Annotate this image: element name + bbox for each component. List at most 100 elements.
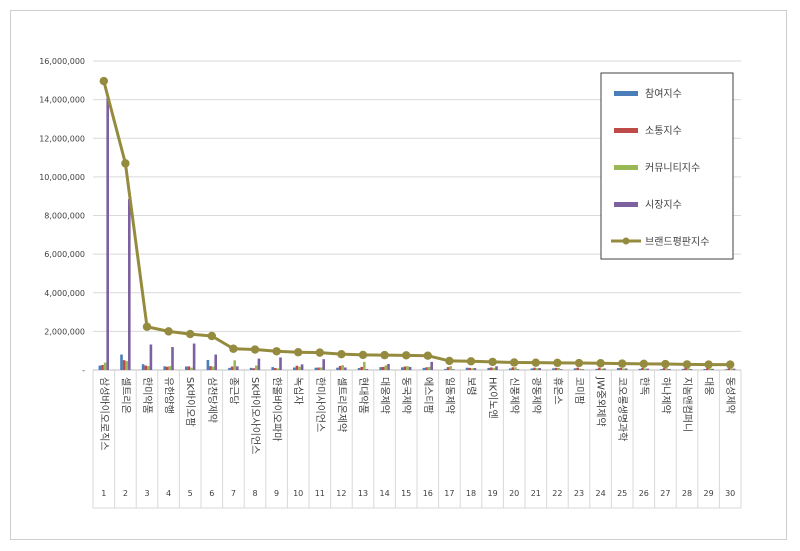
x-index-label: 10 bbox=[293, 489, 303, 498]
x-category-label: 동국제약 bbox=[400, 377, 412, 414]
bar-1 bbox=[249, 367, 253, 370]
x-index-label: 17 bbox=[444, 489, 454, 498]
bar-2 bbox=[727, 368, 731, 370]
bar-3 bbox=[427, 366, 431, 370]
brand-index-point bbox=[121, 159, 130, 168]
x-category-label: 일동제약 bbox=[443, 377, 455, 414]
y-tick-label: 8,000,000 bbox=[44, 212, 85, 221]
brand-index-point bbox=[423, 351, 432, 360]
bar-4 bbox=[646, 368, 649, 370]
x-index-label: 18 bbox=[466, 489, 476, 498]
y-tick-label: 2,000,000 bbox=[44, 327, 85, 336]
bar-1 bbox=[617, 368, 620, 370]
bar-2 bbox=[382, 366, 385, 370]
bar-3 bbox=[103, 362, 107, 370]
legend-swatch bbox=[614, 165, 638, 170]
bar-2 bbox=[425, 367, 428, 370]
legend-label: 시장지수 bbox=[645, 199, 682, 211]
bar-3 bbox=[211, 366, 215, 370]
x-category-label: 녹십자 bbox=[292, 377, 304, 405]
bar-3 bbox=[471, 368, 474, 370]
bar-3 bbox=[319, 367, 323, 370]
legend-label: 소통지수 bbox=[645, 125, 682, 137]
bar-2 bbox=[209, 366, 212, 370]
legend-swatch bbox=[614, 91, 638, 96]
x-index-label: 24 bbox=[596, 489, 606, 498]
x-category-label: 한독 bbox=[638, 377, 650, 395]
bar-2 bbox=[101, 364, 104, 370]
x-index-label: 19 bbox=[488, 489, 498, 498]
bar-3 bbox=[255, 365, 258, 370]
x-category-label: 삼천당제약 bbox=[206, 377, 218, 423]
bar-1 bbox=[357, 368, 361, 370]
bar-2 bbox=[252, 368, 255, 370]
brand-index-point bbox=[726, 360, 735, 369]
x-category-label: 한올바이오파마 bbox=[271, 377, 283, 441]
bar-2 bbox=[166, 366, 169, 370]
bar-2 bbox=[598, 367, 601, 370]
bar-1 bbox=[530, 368, 534, 370]
x-category-label: 대웅제약 bbox=[379, 377, 391, 414]
bar-1 bbox=[660, 369, 663, 370]
bar-2 bbox=[360, 366, 363, 370]
x-category-label: 한미사이언스 bbox=[314, 377, 326, 432]
bar-3 bbox=[147, 366, 150, 370]
y-tick-label: 10,000,000 bbox=[39, 173, 85, 182]
bar-3 bbox=[406, 366, 409, 370]
bar-3 bbox=[687, 368, 690, 370]
x-index-label: 22 bbox=[552, 489, 562, 498]
bar-3 bbox=[233, 360, 236, 370]
x-category-label: 코오롱생명과학 bbox=[616, 377, 628, 441]
x-index-label: 8 bbox=[252, 489, 257, 498]
brand-index-point bbox=[358, 350, 368, 360]
brand-index-point bbox=[294, 348, 303, 357]
bar-4 bbox=[603, 368, 606, 370]
brand-index-point bbox=[445, 356, 454, 366]
x-category-label: 한미약품 bbox=[141, 377, 153, 414]
x-index-label: 3 bbox=[144, 489, 149, 498]
x-category-label: HK이노엔 bbox=[487, 377, 499, 419]
brand-index-point bbox=[142, 322, 152, 331]
x-index-label: 25 bbox=[617, 489, 627, 498]
bar-4 bbox=[387, 364, 390, 370]
legend-label: 커뮤니티지수 bbox=[645, 162, 700, 174]
brand-index-point bbox=[315, 348, 324, 357]
bar-4 bbox=[668, 369, 671, 370]
brand-index-point bbox=[402, 351, 411, 360]
bar-2 bbox=[468, 367, 471, 370]
bar-2 bbox=[662, 368, 666, 370]
bar-2 bbox=[317, 367, 320, 370]
bar-1 bbox=[228, 367, 231, 370]
brand-index-point bbox=[618, 359, 627, 368]
bar-4 bbox=[365, 369, 369, 370]
bar-4 bbox=[538, 368, 541, 370]
bar-4 bbox=[171, 347, 174, 370]
bar-4 bbox=[452, 369, 455, 370]
x-index-label: 13 bbox=[358, 489, 368, 498]
brand-index-point bbox=[99, 76, 109, 86]
x-category-label: 신풍제약 bbox=[508, 377, 520, 414]
bar-1 bbox=[487, 367, 490, 370]
bar-3 bbox=[730, 368, 733, 370]
bar-4 bbox=[689, 369, 693, 370]
bar-3 bbox=[125, 361, 128, 370]
brand-index-point bbox=[639, 359, 648, 369]
x-index-label: 21 bbox=[531, 489, 541, 498]
x-category-label: 보령 bbox=[465, 377, 477, 395]
bar-2 bbox=[187, 366, 191, 370]
bar-1 bbox=[98, 365, 102, 370]
bar-4 bbox=[516, 369, 520, 370]
x-category-label: 셀트리온 bbox=[119, 377, 131, 414]
bar-1 bbox=[595, 368, 598, 370]
bar-1 bbox=[401, 367, 404, 370]
bar-3 bbox=[363, 361, 366, 370]
y-tick-label: 4,000,000 bbox=[44, 289, 85, 298]
brand-reputation-chart: - 2,000,000 4,000,000 6,000,000 8,000,000 10,… bbox=[39, 57, 742, 509]
brand-index-point bbox=[337, 349, 346, 359]
bar-3 bbox=[557, 367, 560, 370]
bar-4 bbox=[236, 366, 239, 370]
brand-index-point bbox=[250, 345, 260, 354]
x-index-label: 15 bbox=[401, 489, 411, 498]
bar-2 bbox=[403, 366, 407, 370]
bar-4 bbox=[473, 368, 477, 370]
